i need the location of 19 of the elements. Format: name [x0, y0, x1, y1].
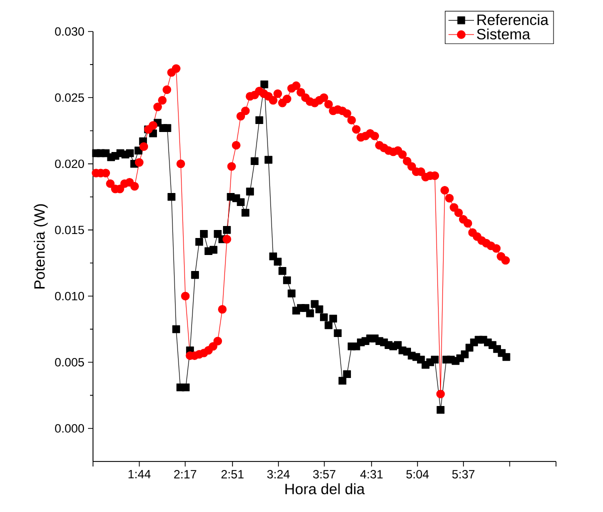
x-tick-label: 5:37	[452, 470, 474, 478]
y-tick-label: 0.005	[55, 358, 84, 366]
x-tick-label: 5:04	[406, 470, 429, 478]
x-tick-label: 3:24	[267, 470, 290, 478]
y-tick-label: 0.025	[55, 93, 84, 102]
y-tick-label: 0.020	[55, 160, 84, 168]
x-tick-label: 1:44	[128, 470, 151, 478]
y-tick-label: 0.015	[55, 226, 84, 234]
x-tick-label: 2:51	[221, 470, 244, 478]
y-tick-label: 0.000	[55, 424, 84, 433]
x-tick-label: 2:17	[174, 470, 196, 478]
y-tick-label: 0.030	[55, 27, 84, 36]
x-tick-label: 3:57	[313, 470, 336, 478]
y-tick-label: 0.010	[55, 292, 84, 300]
x-tick-label: 4:31	[360, 470, 383, 478]
y-axis-title: Potencia (W)	[34, 204, 48, 288]
legend-label: Sistema	[476, 28, 530, 40]
x-axis-title: Hora del dia	[285, 483, 365, 494]
legend-label: Referencia	[478, 14, 549, 26]
